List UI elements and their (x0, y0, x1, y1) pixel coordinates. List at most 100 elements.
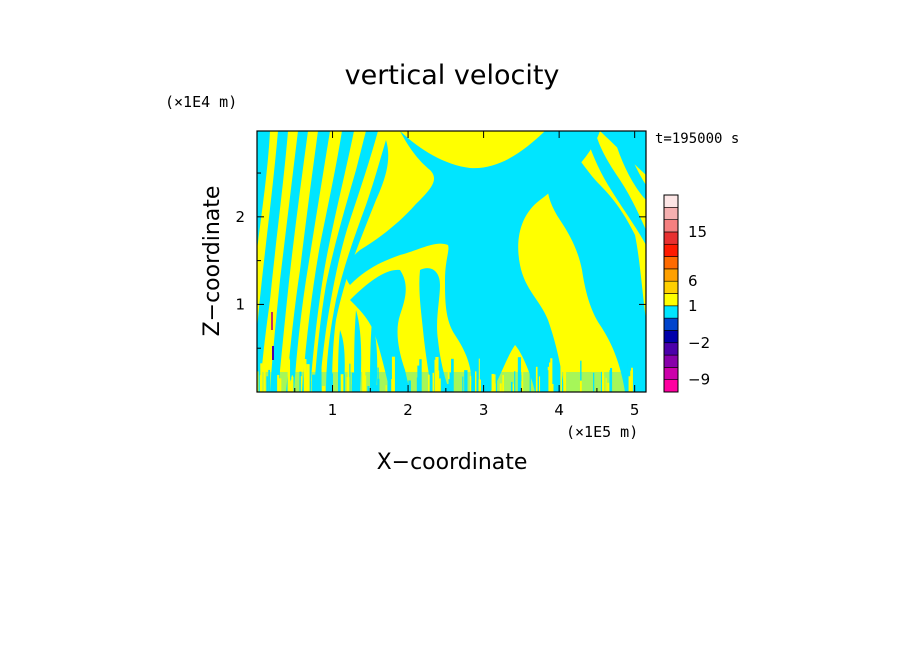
turbulence-streak (605, 378, 607, 392)
turbulence-streak (312, 381, 315, 392)
turbulence-streak (289, 383, 291, 392)
turbulence-streak (626, 368, 628, 392)
turbulence-streak (448, 379, 451, 392)
turbulence-streak (347, 363, 350, 392)
turbulence-streak (260, 363, 263, 392)
x-tick-label: 5 (630, 401, 640, 419)
turbulence-streak (277, 374, 280, 392)
turbulence-streak (343, 374, 345, 392)
x-axis-tick-labels: 1 2 3 4 5 (328, 401, 640, 419)
turbulence-streak (290, 379, 292, 392)
colorbar-swatch (663, 207, 679, 220)
turbulence-streak (432, 372, 434, 392)
turbulence-streak (364, 375, 367, 392)
x-axis-unit: (×1E5 m) (566, 423, 638, 441)
turbulence-streak (624, 361, 628, 392)
turbulence-streak (478, 358, 480, 392)
negative-region (354, 310, 362, 392)
turbulence-streak (447, 369, 450, 392)
turbulence-streak (546, 370, 549, 392)
x-tick-label: 2 (403, 401, 413, 419)
colorbar-swatch (663, 243, 679, 257)
turbulence-streak (257, 371, 260, 392)
z-axis-title: Z−coordinate (200, 186, 225, 337)
colorbar-swatch (663, 231, 679, 245)
negative-region (419, 268, 450, 392)
turbulence-streak (564, 364, 567, 392)
turbulence-streak (538, 368, 543, 392)
z-axis-ticks (257, 172, 646, 349)
colorbar-swatch (663, 293, 679, 307)
negative-region (350, 269, 410, 392)
colorbar-swatch (663, 194, 679, 208)
turbulence-streak (517, 357, 522, 392)
turbulence-streak (628, 376, 631, 392)
x-tick-label: 3 (479, 401, 489, 419)
turbulence-streak (633, 358, 637, 392)
z-axis-unit: (×1E4 m) (165, 93, 237, 111)
turbulence-streak (300, 376, 303, 392)
turbulence-streak (518, 375, 522, 392)
plot-frame (256, 130, 647, 393)
turbulence-streak (305, 374, 309, 392)
x-axis-ticks (294, 131, 636, 392)
turbulence-streak (514, 371, 516, 392)
negative-region (370, 320, 378, 392)
turbulence-streak (437, 378, 441, 392)
turbulence-streak (318, 358, 322, 392)
turbulence-streak (630, 370, 632, 392)
turbulence-streak (427, 374, 431, 392)
x-tick-label: 1 (328, 401, 338, 419)
turbulence-streak (551, 383, 554, 392)
turbulence-streak (499, 383, 502, 392)
colorbar-label: 6 (688, 272, 698, 290)
turbulence-streak (593, 372, 595, 392)
turbulence-streak (610, 368, 613, 392)
colorbar-swatch (663, 342, 679, 356)
turbulence-streak (494, 374, 496, 392)
colorbar-frame (663, 194, 679, 393)
turbulence-streak (548, 362, 552, 392)
time-label: t=195000 s (655, 131, 739, 147)
negative-region (628, 131, 646, 170)
turbulence-streak (557, 375, 560, 392)
colorbar-swatch (663, 219, 679, 233)
chart-title: vertical velocity (345, 60, 560, 91)
colorbar-swatch (663, 280, 679, 294)
turbulence-streak (464, 370, 468, 392)
colorbar-swatch (663, 354, 679, 368)
turbulence-streak (377, 367, 379, 392)
turbulence-streak (450, 372, 453, 392)
colorbar-swatch (663, 317, 679, 331)
turbulence-streak (276, 357, 280, 392)
surface-turbulence (257, 356, 646, 392)
turbulence-streak (375, 385, 378, 392)
x-tick-label: 4 (554, 401, 564, 419)
turbulence-streak (322, 385, 326, 392)
turbulence-streak (462, 376, 464, 392)
negative-region (612, 131, 646, 200)
turbulence-streak (643, 360, 646, 392)
turbulence-streak (268, 369, 270, 392)
colorbar-labels: 15 6 1 −2 −9 (688, 223, 710, 389)
turbulence-streak (330, 373, 333, 392)
negative-region (326, 140, 389, 392)
negative-region (257, 131, 270, 250)
turbulence-streak (580, 360, 582, 392)
turbulence-streak (550, 358, 553, 392)
turbulence-streak (540, 382, 543, 392)
colorbar-label: −9 (688, 371, 710, 389)
colorbar-swatch (663, 330, 679, 344)
turbulence-streak (266, 376, 269, 392)
turbulence-streak (642, 366, 644, 392)
colorbar-swatch (663, 305, 679, 319)
z-axis-tick-labels: 12 (235, 208, 245, 314)
turbulence-streak (396, 383, 401, 392)
colorbar (663, 194, 679, 393)
colorbar-label: −2 (688, 334, 710, 352)
negative-region (345, 131, 600, 392)
turbulence-streak (535, 366, 538, 392)
turbulence-streak (367, 385, 370, 392)
turbulence-streak (579, 380, 582, 392)
